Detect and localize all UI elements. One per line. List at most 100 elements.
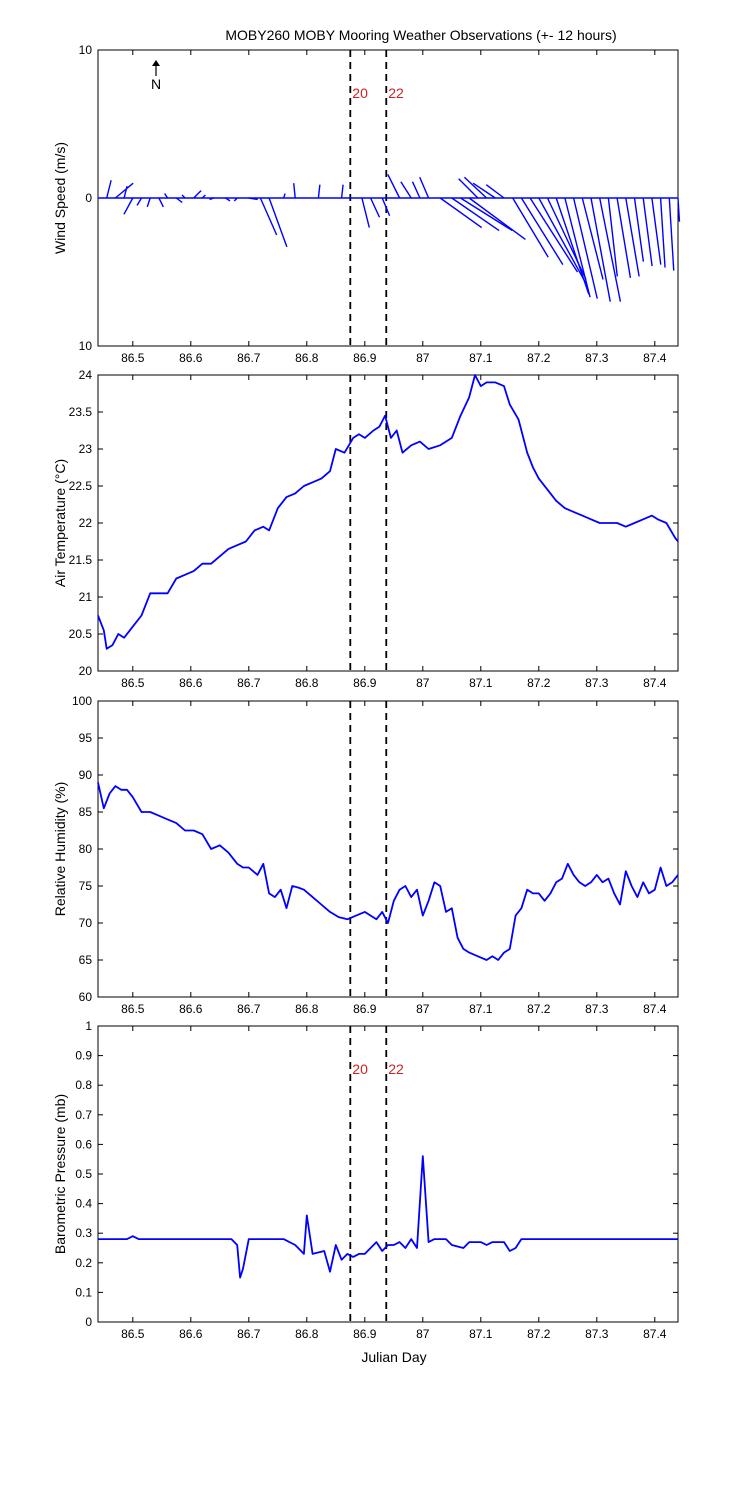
wind-stick <box>555 197 590 295</box>
x-tick-label: 87 <box>416 1327 430 1341</box>
y-tick-label: 85 <box>79 805 93 819</box>
y-tick-label: 0.6 <box>75 1137 92 1151</box>
wind-stick <box>625 197 640 277</box>
wind-stick <box>468 197 526 241</box>
y-tick-label: 100 <box>72 694 92 708</box>
y-tick-label: 60 <box>79 990 93 1004</box>
wind-stick <box>106 180 112 199</box>
wind-stick <box>564 197 591 298</box>
wind-stick <box>439 197 483 229</box>
x-tick-label: 86.7 <box>237 351 261 365</box>
panel-1: 86.5 86.6 86.7 86.8 86.9 87 87.1 87.2 87.3 87.4 10… <box>52 43 681 365</box>
x-tick-label: 86.9 <box>353 1327 377 1341</box>
y-tick-label: 0.1 <box>75 1285 92 1299</box>
x-tick-label: 87 <box>416 676 430 690</box>
y-tick-label: 0.8 <box>75 1078 92 1092</box>
wind-stick <box>293 183 296 199</box>
wind-stick <box>677 197 681 222</box>
y-tick-label: 0 <box>85 1315 92 1329</box>
panel-4: 86.5 86.6 86.7 86.8 86.9 87 87.1 87.2 87.3 87.4 0 0… <box>52 1019 679 1341</box>
wind-stick <box>520 197 564 265</box>
wind-stick <box>123 197 134 215</box>
wind-stick <box>458 178 479 199</box>
wind-stick <box>633 197 645 262</box>
y-tick-label: 95 <box>79 731 93 745</box>
x-axis-label: Julian Day <box>361 1349 426 1365</box>
wind-stick <box>387 174 401 199</box>
wind-stick <box>581 197 604 280</box>
wind-stick <box>201 194 206 199</box>
y-tick-label: 22.5 <box>69 479 93 493</box>
x-tick-label: 86.7 <box>237 676 261 690</box>
wind-stick <box>164 193 169 199</box>
x-tick-label: 86.6 <box>179 351 203 365</box>
figure-title: MOBY260 MOBY Mooring Weather Observation… <box>225 27 616 43</box>
x-tick-label: 87.4 <box>643 1327 667 1341</box>
wind-stick <box>317 184 321 199</box>
wind-stick <box>512 197 549 258</box>
x-tick-label: 86.7 <box>237 1327 261 1341</box>
x-tick-label: 86.5 <box>121 1002 145 1016</box>
y-tick-label: 70 <box>79 916 93 930</box>
wind-stick <box>599 197 622 302</box>
marker-label-22: 22 <box>388 85 404 101</box>
x-tick-label: 87.4 <box>643 351 667 365</box>
data-series-line <box>97 374 679 650</box>
y-tick-label: 75 <box>79 879 93 893</box>
x-tick-label: 86.5 <box>121 676 145 690</box>
y-tick-label: 65 <box>79 953 93 967</box>
north-label: N <box>151 76 161 92</box>
wind-stick <box>400 181 412 199</box>
marker-label-20: 20 <box>352 85 368 101</box>
x-tick-label: 86.8 <box>295 351 319 365</box>
wind-stick <box>451 197 500 232</box>
x-tick-label: 86.5 <box>121 351 145 365</box>
x-tick-label: 87.1 <box>469 1002 493 1016</box>
chart-panels: 86.5 86.6 86.7 86.8 86.9 87 87.1 87.2 87.3 87.410… <box>52 43 681 1341</box>
x-tick-label: 87 <box>416 1002 430 1016</box>
x-tick-label: 86.8 <box>295 676 319 690</box>
y-tick-label: 0.7 <box>75 1108 92 1122</box>
x-tick-label: 86.7 <box>237 1002 261 1016</box>
x-tick-label: 87.1 <box>469 676 493 690</box>
y-tick-label: 20.5 <box>69 627 93 641</box>
wind-stick <box>460 197 513 232</box>
wind-stick <box>361 197 370 228</box>
x-tick-label: 87.4 <box>643 1002 667 1016</box>
y-tick-label: 0.3 <box>75 1226 92 1240</box>
wind-stick <box>538 197 587 285</box>
wind-stick <box>463 176 488 199</box>
wind-stick <box>282 193 286 199</box>
wind-stick <box>123 185 128 199</box>
wind-stick <box>369 197 381 218</box>
y-tick-label: 0.2 <box>75 1256 92 1270</box>
wind-stick <box>193 190 202 199</box>
marker-label-20: 20 <box>352 1061 368 1077</box>
x-tick-label: 86.6 <box>179 676 203 690</box>
wind-stick <box>485 184 505 199</box>
wind-stick <box>651 197 662 265</box>
wind-stick <box>248 197 258 201</box>
y-tick-label: 0 <box>85 191 92 205</box>
y-tick-label: 21.5 <box>69 553 93 567</box>
x-tick-label: 87.2 <box>527 676 551 690</box>
x-tick-label: 87.2 <box>527 1327 551 1341</box>
y-tick-label: 90 <box>79 768 93 782</box>
wind-stick <box>175 197 183 204</box>
wind-stick <box>529 197 579 273</box>
marker-label-22: 22 <box>388 1061 404 1077</box>
wind-stick <box>114 182 134 199</box>
x-tick-label: 87.3 <box>585 1327 609 1341</box>
panel-2: 86.5 86.6 86.7 86.8 86.9 87 87.1 87.2 87.3 87.4 20… <box>52 368 679 690</box>
wind-stick <box>381 197 391 217</box>
wind-stick <box>340 184 344 199</box>
wind-stick <box>659 197 666 268</box>
y-tick-label: 10 <box>79 339 93 353</box>
y-tick-label: 0.9 <box>75 1049 92 1063</box>
x-tick-label: 86.9 <box>353 676 377 690</box>
x-tick-label: 86.5 <box>121 1327 145 1341</box>
wind-stick <box>268 197 288 248</box>
y-tick-label: 1 <box>85 1019 92 1033</box>
